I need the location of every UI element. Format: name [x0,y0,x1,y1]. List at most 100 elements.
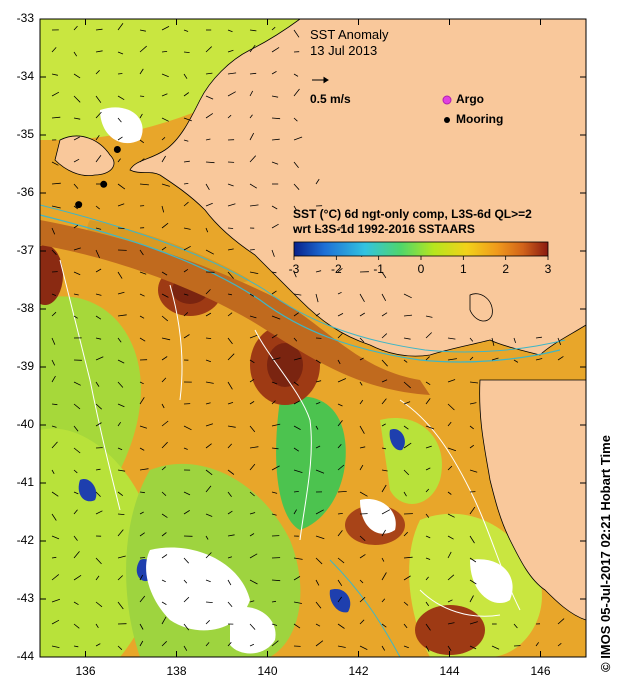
velocity-arrow [183,245,191,251]
velocity-arrow [51,574,60,581]
velocity-arrow [139,381,144,385]
velocity-arrow [183,579,188,584]
velocity-arrow [117,447,123,451]
velocity-arrow [381,598,386,603]
velocity-arrow [161,403,165,409]
velocity-arrow [117,421,122,427]
velocity-arrow [51,513,57,521]
velocity-arrow [359,425,365,434]
velocity-arrow [249,249,255,251]
velocity-arrow [183,139,189,142]
velocity-arrow [491,337,495,346]
velocity-arrow [51,337,56,345]
velocity-arrow [293,381,299,386]
velocity-arrow [161,26,170,31]
velocity-arrow [205,423,214,427]
velocity-arrow [95,315,102,320]
velocity-arrow [337,267,343,273]
velocity-arrow [271,447,279,450]
velocity-arrow [95,28,103,31]
velocity-arrow [403,381,411,389]
velocity-arrow [249,90,254,97]
velocity-arrow [447,358,457,361]
velocity-arrow [359,381,363,386]
velocity-arrow [359,464,364,471]
velocity-arrow [117,381,124,388]
velocity-arrow [271,579,281,582]
velocity-arrow [51,91,60,97]
velocity-arrow [139,557,146,559]
velocity-arrow [183,51,190,53]
velocity-arrow [73,95,81,103]
y-tick-label: -36 [16,185,34,199]
velocity-arrow [183,160,190,163]
velocity-arrow [513,337,516,344]
argo-label: Argo [456,92,484,106]
velocity-arrow [227,381,233,390]
velocity-arrow [249,378,255,383]
velocity-arrow [249,72,257,75]
velocity-arrow [293,136,303,141]
velocity-arrow [161,222,169,229]
y-tick-label: -41 [16,475,34,489]
colorbar-tick-label: 1 [459,262,467,276]
velocity-arrow [403,601,409,606]
velocity-arrow [117,469,126,472]
velocity-arrow [271,161,279,165]
axis-ticks [40,18,586,658]
velocity-arrow [315,623,321,627]
velocity-arrow [205,402,211,405]
velocity-arrow [469,444,475,449]
velocity-arrow [183,312,189,317]
velocity-arrow [73,551,80,559]
x-tick-label: 138 [166,664,187,678]
velocity-arrow [469,381,479,384]
velocity-arrow [249,114,253,119]
velocity-arrow [315,601,322,609]
velocity-arrow [381,271,387,279]
velocity-arrow [117,117,122,123]
velocity-arrow [183,557,189,564]
velocity-arrow [161,205,165,213]
velocity-arrow [425,445,432,449]
velocity-arrow [337,403,343,407]
velocity-arrow [469,337,474,342]
colorbar-title-line2: wrt L3S-1d 1992-2016 SSTAARS [293,222,475,236]
velocity-arrow [271,400,276,405]
velocity-arrow [381,333,388,339]
velocity-arrow [161,137,166,141]
title-line1: SST Anomaly [310,27,389,42]
velocity-arrow [73,205,79,210]
velocity-arrow [95,293,102,296]
velocity-arrow [315,640,324,647]
velocity-arrow [139,447,145,451]
velocity-arrow [227,183,234,187]
velocity-arrow [271,290,277,295]
velocity-arrow [227,248,234,251]
velocity-arrow [425,425,435,430]
velocity-arrow [161,601,167,605]
velocity-arrow [183,73,188,79]
velocity-arrow [117,575,123,581]
velocity-arrow [293,88,300,97]
velocity-arrow [51,469,55,475]
velocity-arrow [205,202,213,207]
velocity-arrow [183,491,191,496]
velocity-arrow [535,336,542,339]
velocity-arrow [447,379,456,383]
velocity-arrow [183,510,190,515]
colorbar-ticks [293,256,549,260]
velocity-arrow [271,334,278,339]
velocity-arrow [205,469,213,476]
velocity-arrow [51,116,61,119]
x-tick-label: 142 [348,664,369,678]
velocity-arrow [271,491,278,494]
velocity-arrow [227,556,233,559]
velocity-arrow [403,469,410,476]
velocity-arrow [271,205,278,210]
velocity-arrow [425,601,430,607]
velocity-arrow [447,551,452,559]
velocity-arrow [315,509,324,515]
velocity-arrow [271,249,275,257]
